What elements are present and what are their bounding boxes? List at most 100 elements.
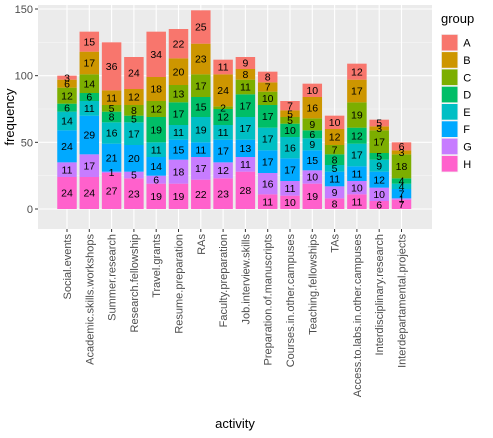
data-label: 18 bbox=[396, 161, 408, 173]
data-label: 3 bbox=[64, 72, 70, 84]
bar-segment bbox=[235, 117, 256, 140]
bar-segment bbox=[369, 201, 389, 209]
bar-segment bbox=[347, 194, 367, 209]
bar-segment bbox=[302, 183, 323, 209]
legend-label: C bbox=[463, 72, 471, 84]
bar-segment bbox=[302, 170, 323, 184]
data-label: 6 bbox=[309, 129, 315, 141]
data-label: 10 bbox=[329, 117, 341, 129]
data-label: 9 bbox=[376, 160, 382, 172]
bar-segment bbox=[57, 162, 77, 177]
data-label: 12 bbox=[217, 112, 229, 124]
data-label: 11 bbox=[218, 127, 229, 139]
bar-segment bbox=[124, 57, 144, 89]
data-label: 14 bbox=[61, 116, 73, 128]
bar-segment bbox=[79, 154, 100, 177]
legend-key bbox=[441, 104, 458, 120]
data-label: 6 bbox=[86, 92, 92, 104]
y-axis-title: frequency bbox=[2, 88, 17, 146]
data-label: 17 bbox=[173, 108, 185, 120]
data-label: 6 bbox=[153, 174, 159, 186]
bar-segment bbox=[57, 75, 77, 80]
x-tick-label: Teaching.fellowships bbox=[307, 234, 319, 335]
x-axis-title: activity bbox=[215, 416, 255, 431]
bar-segment bbox=[391, 189, 412, 199]
bar-segment bbox=[146, 183, 166, 209]
bar-segment bbox=[391, 150, 412, 155]
bar-segment bbox=[369, 187, 389, 201]
bar-segment bbox=[257, 82, 278, 92]
bar-segment bbox=[191, 74, 211, 97]
bar-segment bbox=[280, 101, 300, 111]
bar-segment bbox=[280, 123, 300, 137]
data-label: 29 bbox=[83, 130, 95, 142]
data-label: 36 bbox=[106, 61, 118, 73]
bar-segment bbox=[257, 127, 278, 151]
data-label: 15 bbox=[195, 102, 207, 114]
bar-segment bbox=[124, 122, 144, 145]
bar-segment bbox=[324, 165, 345, 172]
data-label: 23 bbox=[128, 188, 140, 200]
legend-key bbox=[441, 69, 458, 86]
x-tick-label: Interdisciplinary.research bbox=[374, 234, 386, 355]
bar-segment bbox=[168, 58, 189, 85]
bar-segment bbox=[168, 125, 189, 140]
data-label: 34 bbox=[150, 49, 162, 61]
legend-key bbox=[441, 34, 458, 51]
data-label: 19 bbox=[351, 110, 363, 122]
data-label: 12 bbox=[128, 92, 140, 104]
bar-segment bbox=[168, 159, 189, 184]
bar-segment bbox=[257, 173, 278, 195]
bar-segment bbox=[347, 63, 367, 80]
legend-label: H bbox=[463, 159, 471, 171]
bar-segment bbox=[324, 198, 345, 209]
bar-segment bbox=[57, 103, 77, 112]
data-label: 9 bbox=[332, 187, 338, 199]
bar-segment bbox=[101, 105, 122, 112]
x-tick-label: TAs bbox=[330, 234, 342, 253]
data-label: 20 bbox=[173, 66, 185, 78]
bar-segment bbox=[235, 69, 256, 80]
bar-segment bbox=[235, 94, 256, 117]
bar-segment bbox=[124, 115, 144, 123]
data-label: 11 bbox=[285, 183, 296, 195]
legend-label: A bbox=[463, 38, 471, 50]
bar-segment bbox=[235, 79, 256, 95]
data-label: 17 bbox=[262, 156, 274, 168]
data-label: 17 bbox=[128, 128, 140, 140]
bar-segment bbox=[280, 181, 300, 196]
data-label: 5 bbox=[287, 108, 293, 120]
data-label: 28 bbox=[240, 185, 252, 197]
bar-segment bbox=[124, 171, 144, 179]
data-label: 17 bbox=[284, 164, 296, 176]
data-label: 10 bbox=[306, 85, 318, 97]
data-label: 11 bbox=[262, 196, 273, 208]
bar-segment bbox=[79, 177, 100, 209]
bar-segment bbox=[168, 29, 189, 59]
data-label: 1 bbox=[399, 194, 405, 206]
bar-segment bbox=[146, 31, 166, 78]
x-tick-label: Job.interview.skills bbox=[240, 234, 252, 325]
legend-key bbox=[441, 155, 458, 172]
bar-segment bbox=[391, 142, 412, 151]
data-label: 13 bbox=[240, 143, 252, 155]
data-label: 21 bbox=[106, 152, 118, 164]
bar-segment bbox=[213, 74, 233, 107]
bar-segment bbox=[101, 171, 122, 173]
bar-segment bbox=[280, 195, 300, 209]
bar-segment bbox=[280, 137, 300, 159]
x-tick-label: Travel.grants bbox=[151, 234, 163, 298]
bar-segment bbox=[79, 115, 100, 155]
bar-segment bbox=[79, 51, 100, 75]
bar-segment bbox=[146, 157, 166, 176]
data-label: 19 bbox=[173, 191, 185, 203]
data-label: 17 bbox=[373, 136, 385, 148]
data-label: 7 bbox=[332, 144, 338, 156]
data-label: 11 bbox=[84, 103, 95, 115]
y-tick-label: 0 bbox=[27, 204, 33, 216]
bar-segment bbox=[146, 142, 166, 157]
data-label: 18 bbox=[150, 84, 162, 96]
data-label: 24 bbox=[128, 68, 140, 80]
bar-segment bbox=[235, 157, 256, 172]
data-label: 12 bbox=[329, 132, 341, 144]
